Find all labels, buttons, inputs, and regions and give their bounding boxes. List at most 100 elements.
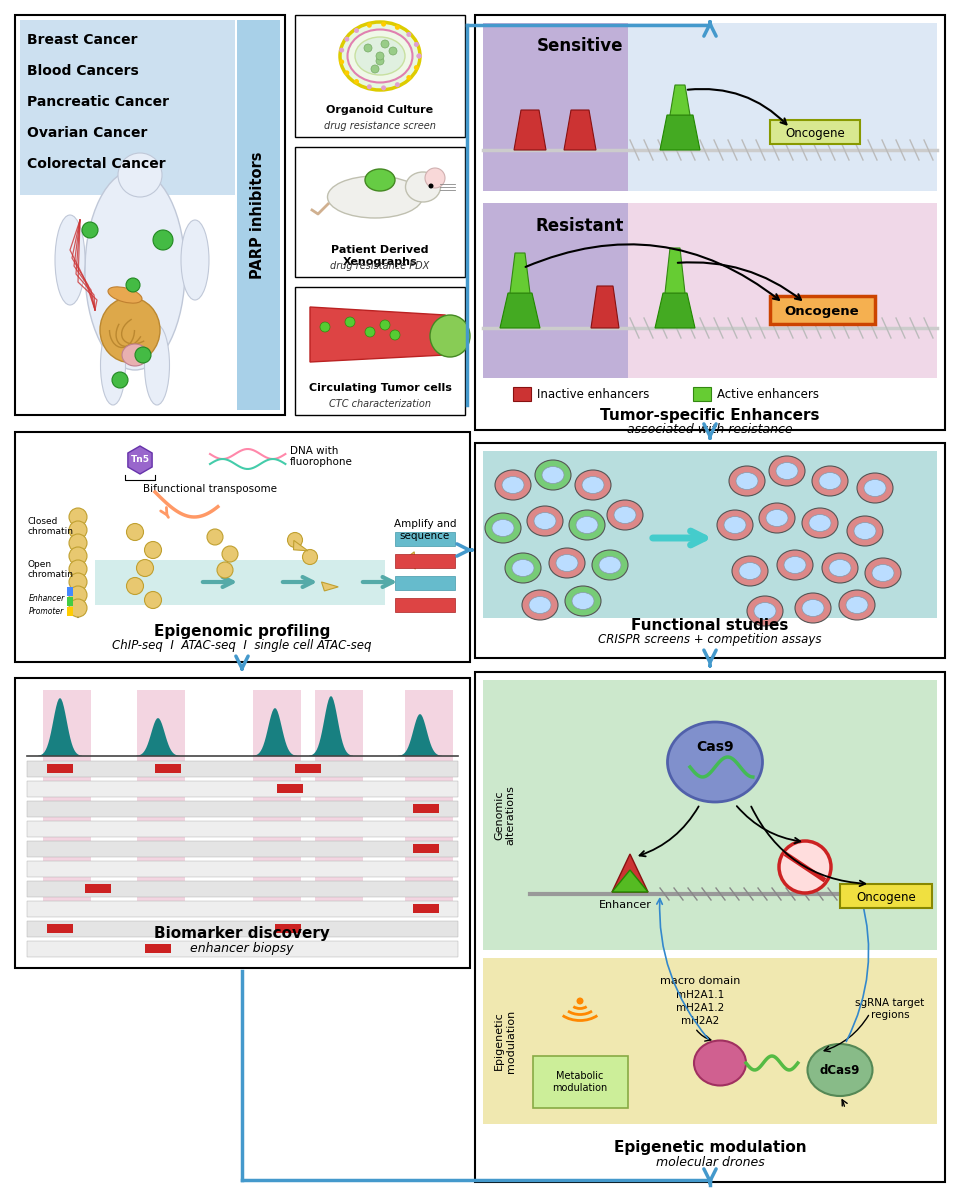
- Bar: [475, 16, 945, 430]
- Circle shape: [345, 71, 349, 75]
- Polygon shape: [564, 110, 596, 150]
- Bar: [27, 881, 458, 897]
- Circle shape: [69, 521, 87, 539]
- Bar: [483, 958, 937, 1124]
- Ellipse shape: [495, 470, 531, 500]
- Circle shape: [287, 533, 302, 547]
- Bar: [395, 554, 455, 569]
- Bar: [483, 23, 937, 192]
- Bar: [533, 1056, 628, 1108]
- Ellipse shape: [732, 555, 768, 587]
- Bar: [395, 598, 455, 612]
- Ellipse shape: [795, 593, 831, 622]
- Text: Inactive enhancers: Inactive enhancers: [537, 388, 649, 401]
- Bar: [475, 672, 945, 1181]
- Ellipse shape: [667, 722, 762, 802]
- Ellipse shape: [101, 326, 126, 405]
- Bar: [275, 924, 301, 932]
- Text: Epigenetic modulation: Epigenetic modulation: [613, 1140, 806, 1155]
- Ellipse shape: [529, 596, 551, 614]
- Bar: [483, 23, 628, 192]
- Circle shape: [395, 83, 400, 87]
- Text: Organoid Culture: Organoid Culture: [326, 105, 434, 115]
- Ellipse shape: [614, 506, 636, 523]
- Polygon shape: [660, 115, 700, 150]
- Circle shape: [339, 60, 345, 65]
- Text: drug resistance PDX: drug resistance PDX: [330, 261, 430, 271]
- Polygon shape: [591, 286, 619, 328]
- Circle shape: [354, 79, 359, 84]
- Text: Pancreatic Cancer: Pancreatic Cancer: [27, 95, 169, 109]
- Bar: [395, 531, 455, 546]
- Ellipse shape: [542, 467, 564, 484]
- Circle shape: [376, 51, 384, 60]
- Circle shape: [417, 54, 421, 59]
- Bar: [295, 287, 465, 415]
- Polygon shape: [310, 306, 445, 361]
- Ellipse shape: [769, 456, 805, 486]
- Bar: [237, 20, 280, 411]
- Polygon shape: [655, 293, 695, 328]
- Ellipse shape: [854, 523, 876, 540]
- Ellipse shape: [327, 176, 422, 218]
- Bar: [253, 689, 301, 910]
- Ellipse shape: [847, 516, 883, 546]
- Ellipse shape: [534, 512, 556, 529]
- Text: Tumor-specific Enhancers: Tumor-specific Enhancers: [600, 408, 820, 423]
- Text: Colorectal Cancer: Colorectal Cancer: [27, 157, 166, 171]
- Circle shape: [414, 42, 419, 47]
- Ellipse shape: [819, 473, 841, 490]
- Circle shape: [577, 997, 584, 1004]
- Circle shape: [428, 183, 434, 188]
- Text: molecular drones: molecular drones: [656, 1156, 764, 1169]
- Text: Oncogene: Oncogene: [784, 304, 859, 317]
- Circle shape: [417, 54, 421, 59]
- Circle shape: [367, 23, 372, 28]
- Bar: [47, 764, 73, 773]
- Ellipse shape: [846, 596, 868, 614]
- Ellipse shape: [430, 315, 470, 357]
- Bar: [27, 780, 458, 797]
- Polygon shape: [407, 552, 416, 570]
- Bar: [15, 16, 285, 415]
- Circle shape: [389, 47, 397, 55]
- Ellipse shape: [100, 298, 160, 363]
- Ellipse shape: [607, 500, 643, 530]
- Text: CRISPR screens + competition assays: CRISPR screens + competition assays: [598, 633, 822, 646]
- Ellipse shape: [575, 470, 611, 500]
- Text: Oncogene: Oncogene: [856, 891, 916, 904]
- Circle shape: [380, 320, 390, 330]
- Bar: [27, 821, 458, 837]
- Ellipse shape: [857, 473, 893, 503]
- Bar: [770, 120, 860, 144]
- Bar: [20, 20, 235, 195]
- Polygon shape: [322, 582, 338, 591]
- Ellipse shape: [599, 557, 621, 573]
- Bar: [483, 203, 628, 378]
- Circle shape: [127, 523, 143, 541]
- Ellipse shape: [365, 169, 395, 192]
- Ellipse shape: [572, 593, 594, 609]
- Ellipse shape: [809, 515, 831, 531]
- Ellipse shape: [802, 600, 824, 616]
- Bar: [770, 296, 875, 324]
- Polygon shape: [294, 540, 308, 551]
- Text: Cas9: Cas9: [696, 740, 733, 754]
- Text: Promoter: Promoter: [29, 607, 64, 616]
- Bar: [475, 443, 945, 658]
- Ellipse shape: [122, 344, 148, 366]
- Bar: [413, 904, 439, 913]
- Ellipse shape: [181, 220, 209, 300]
- Text: Resistant: Resistant: [536, 217, 624, 235]
- Text: mH2A1.2: mH2A1.2: [676, 1003, 724, 1013]
- Bar: [85, 885, 111, 893]
- Ellipse shape: [355, 37, 405, 75]
- Circle shape: [69, 598, 87, 616]
- Text: Enhancer: Enhancer: [599, 900, 652, 910]
- Text: DNA with: DNA with: [290, 446, 338, 456]
- Text: macro domain: macro domain: [660, 976, 740, 986]
- Bar: [137, 689, 185, 910]
- Bar: [27, 761, 458, 777]
- Circle shape: [381, 85, 386, 90]
- Text: fluorophone: fluorophone: [290, 457, 353, 467]
